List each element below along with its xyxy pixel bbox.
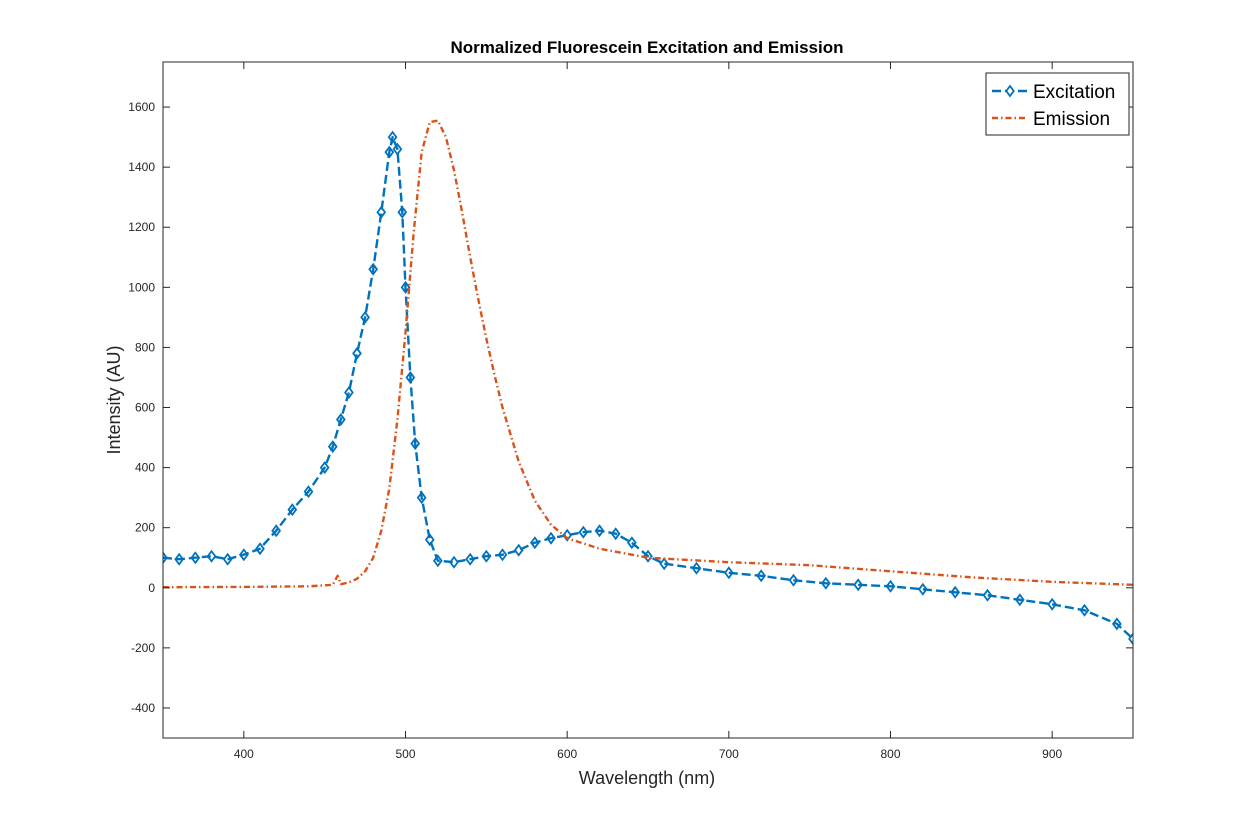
y-tick-label: 800	[135, 340, 155, 354]
x-axis-label: Wavelength (nm)	[579, 768, 715, 788]
excitation-data-point	[397, 205, 408, 219]
excitation-data-point	[723, 566, 734, 580]
y-tick-label: 1000	[128, 280, 155, 294]
excitation-data-point	[327, 440, 338, 454]
chart-title: Normalized Fluorescein Excitation and Em…	[451, 38, 844, 57]
excitation-data-point	[303, 485, 314, 499]
excitation-data-point	[449, 555, 459, 569]
excitation-data-point	[400, 280, 411, 294]
excitation-data-point	[1111, 617, 1122, 631]
excitation-data-point	[271, 524, 282, 538]
x-tick-label: 400	[234, 747, 254, 761]
excitation-data-point	[410, 437, 421, 451]
excitation-data-point	[335, 413, 346, 427]
excitation-series-line	[163, 135, 1133, 640]
excitation-data-point	[222, 552, 233, 566]
excitation-data-point	[1079, 603, 1090, 617]
excitation-data-point	[465, 552, 476, 566]
plot-background	[163, 62, 1133, 738]
excitation-data-point	[546, 531, 556, 545]
y-tick-label: -200	[131, 641, 155, 655]
y-tick-label: 600	[135, 401, 155, 415]
x-tick-label: 700	[719, 747, 739, 761]
excitation-data-point	[691, 561, 702, 575]
excitation-data-point	[376, 205, 387, 219]
legend-box	[985, 72, 1130, 136]
plot-area: 400 500 600 700 800 900 -400 -200 0 200 400 600 800 1…	[128, 61, 1134, 761]
y-tick-label: 200	[135, 521, 155, 535]
x-tick-label: 600	[557, 747, 577, 761]
legend-marker-excitation	[1005, 84, 1015, 98]
excitation-data-point	[255, 542, 265, 556]
excitation-data-point	[384, 145, 395, 159]
excitation-data-point	[481, 549, 492, 563]
y-tick-label: 400	[135, 461, 155, 475]
emission-series-line	[163, 119, 1133, 589]
x-tick-label: 500	[395, 747, 415, 761]
excitation-data-point	[392, 142, 403, 156]
y-tick-label: 0	[148, 581, 155, 595]
y-tick-label: 1600	[128, 100, 155, 114]
excitation-data-point	[424, 533, 435, 547]
excitation-data-point	[368, 262, 379, 276]
excitation-data-point	[982, 588, 993, 602]
legend-label-excitation: Excitation	[1033, 82, 1115, 103]
excitation-data-point	[416, 491, 427, 505]
series-layer	[163, 119, 1133, 646]
plot-frame	[162, 61, 1134, 739]
excitation-data-point	[287, 503, 298, 517]
y-tick-label: 1200	[128, 220, 155, 234]
x-tick-label: 800	[880, 747, 900, 761]
excitation-data-point	[659, 557, 670, 571]
y-tick-label: -400	[131, 701, 155, 715]
x-tick-label: 900	[1042, 747, 1062, 761]
excitation-data-point	[163, 551, 168, 565]
excitation-data-point	[352, 346, 362, 360]
legend-label-emission: Emission	[1033, 109, 1110, 130]
excitation-data-point	[238, 548, 249, 562]
y-tick-label: 1400	[128, 160, 155, 174]
excitation-data-point	[513, 543, 524, 557]
excitation-data-point	[578, 525, 589, 539]
excitation-data-point	[820, 576, 831, 590]
excitation-data-point	[344, 385, 354, 399]
excitation-data-point	[529, 536, 540, 550]
excitation-data-point	[950, 585, 961, 599]
excitation-data-point	[594, 524, 605, 538]
excitation-data-point	[756, 569, 767, 583]
excitation-data-point	[206, 549, 217, 563]
excitation-data-point	[360, 310, 370, 324]
excitation-data-point	[788, 573, 799, 587]
excitation-data-point	[387, 130, 398, 144]
excitation-data-point	[432, 554, 443, 568]
excitation-data-point	[1128, 632, 1133, 646]
excitation-data-point	[190, 551, 201, 565]
excitation-data-point	[562, 528, 573, 542]
excitation-data-point	[917, 582, 928, 596]
excitation-data-point	[1014, 593, 1025, 607]
legend: Excitation Emission	[985, 72, 1130, 136]
excitation-data-point	[853, 578, 864, 592]
y-axis-label: Intensity (AU)	[104, 345, 124, 454]
excitation-data-point	[610, 527, 621, 541]
excitation-data-point	[174, 552, 185, 566]
excitation-data-point	[643, 549, 653, 563]
excitation-data-point	[885, 579, 896, 593]
excitation-data-point	[1047, 597, 1058, 611]
excitation-data-point	[405, 370, 416, 384]
excitation-data-point	[497, 548, 508, 562]
excitation-data-point	[319, 461, 330, 475]
excitation-data-point	[626, 536, 637, 550]
